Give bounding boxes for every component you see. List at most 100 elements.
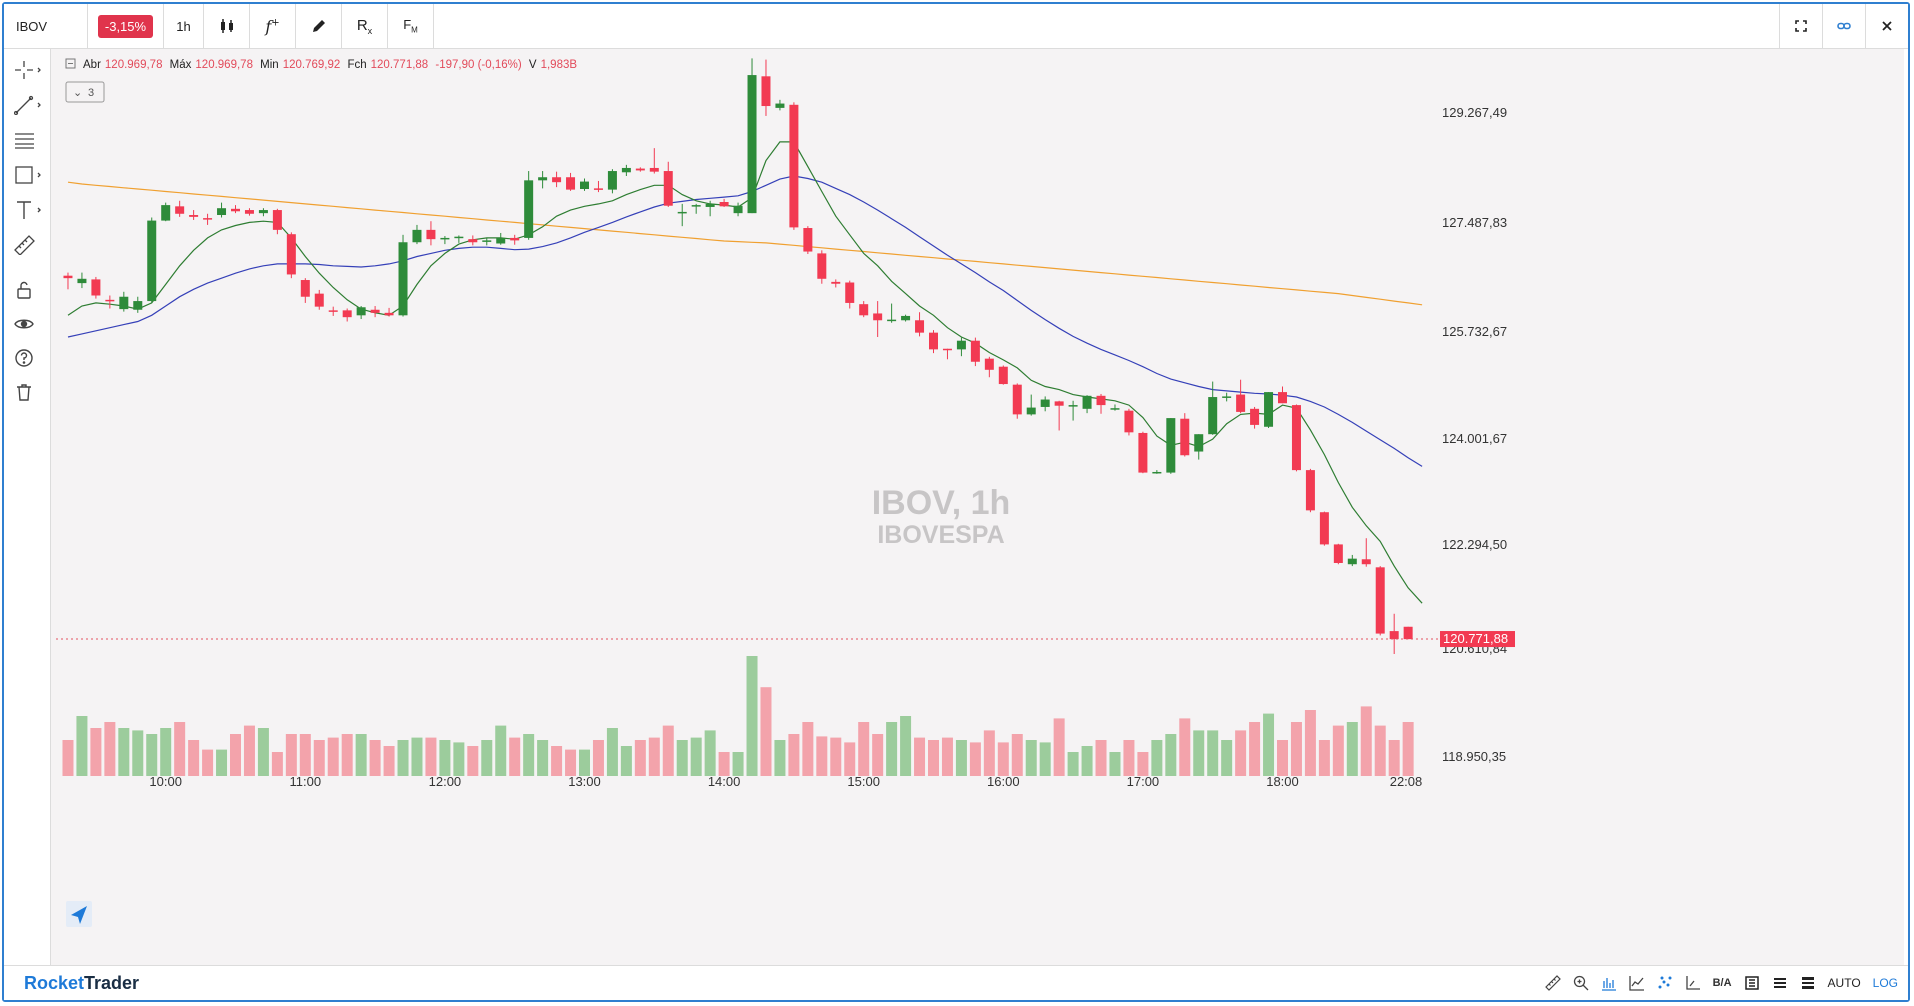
candle-body [1096, 395, 1106, 406]
scatter-icon[interactable] [1657, 975, 1673, 991]
timeframe-button[interactable]: 1h [164, 4, 204, 48]
volume-bar [1123, 740, 1135, 776]
volume-bar [174, 722, 186, 776]
candle-body [440, 237, 450, 240]
candle-body [1278, 392, 1287, 404]
volume-bar [1374, 725, 1386, 776]
volume-bar [802, 722, 814, 776]
candle-body [1208, 397, 1218, 435]
volume-bar [1235, 730, 1247, 776]
line-chart-icon[interactable] [1628, 975, 1645, 991]
candle-body [901, 315, 911, 321]
candle-body [1264, 392, 1274, 427]
candle-body [1110, 408, 1120, 410]
eye-icon[interactable] [14, 311, 44, 337]
chart-area[interactable]: Abr 120.969,78 Máx 120.969,78 Min 120.769,9… [51, 49, 1904, 967]
volume-bar [271, 752, 283, 776]
ruler-icon[interactable] [14, 232, 44, 258]
positions-icon[interactable] [1800, 975, 1816, 991]
trash-icon[interactable] [14, 379, 44, 405]
volume-bar [914, 737, 926, 776]
volume-bar [732, 752, 744, 776]
candle-body [161, 205, 171, 221]
parallel-lines-icon[interactable] [14, 127, 44, 153]
lock-icon[interactable] [14, 277, 44, 303]
close-icon[interactable] [1865, 4, 1908, 48]
rx-icon[interactable]: Rx [342, 4, 388, 48]
pencil-icon[interactable] [296, 4, 342, 48]
candles-icon[interactable] [204, 4, 250, 48]
volume-bar [118, 728, 130, 776]
x-axis-tick-label: 16:00 [987, 774, 1020, 789]
link-icon[interactable] [1822, 4, 1865, 48]
y-axis-tick-label: 118.950,35 [1442, 749, 1506, 764]
candle-body [189, 215, 199, 217]
volume-bar [1360, 706, 1372, 776]
volume-bar [1290, 722, 1302, 776]
x-axis-tick-label: 13:00 [568, 774, 601, 789]
orders-icon[interactable] [1772, 975, 1788, 991]
candle-body [1082, 395, 1092, 409]
x-axis-tick-label: 12:00 [429, 774, 462, 789]
axis-icon[interactable] [1685, 975, 1701, 991]
bid-ask-icon[interactable]: B/A [1712, 977, 1732, 989]
volume-bar [886, 722, 898, 776]
bar-chart-icon[interactable] [1601, 975, 1617, 991]
indicator-icon[interactable]: f+ [250, 4, 296, 48]
x-axis-tick-label: 18:00 [1266, 774, 1299, 789]
auto-scale-button[interactable]: AUTO [1827, 976, 1861, 990]
volume-bar [830, 737, 842, 776]
chart-svg[interactable]: Abr 120.969,78 Máx 120.969,78 Min 120.769,9… [51, 49, 1904, 967]
volume-bar [453, 742, 465, 776]
help-icon[interactable] [14, 345, 44, 371]
rectangle-icon[interactable] [14, 162, 44, 188]
volume-bar [1151, 740, 1163, 776]
volume-bar [565, 749, 577, 776]
candle-body [831, 281, 841, 284]
candle-body [1333, 544, 1343, 563]
fullscreen-icon[interactable] [1779, 4, 1822, 48]
status-bar: RocketTrader B/A AUTO LOG [4, 965, 1908, 1000]
candle-body [482, 240, 492, 242]
candle-body [733, 205, 743, 214]
zoom-icon[interactable] [1573, 975, 1589, 991]
line-tool-icon[interactable] [14, 92, 44, 118]
candle-body [691, 205, 701, 207]
candle-body [328, 310, 338, 312]
y-axis-tick-label: 127.487,83 [1442, 215, 1507, 230]
symbol-field[interactable]: IBOV [4, 4, 88, 48]
legend-collapse-icon[interactable] [65, 58, 76, 69]
volume-bar [1081, 746, 1093, 776]
text-tool-icon[interactable] [14, 197, 44, 223]
volume-bar [579, 749, 590, 776]
book-icon[interactable] [1744, 975, 1760, 991]
candle-body [1250, 408, 1260, 425]
candle-body [1138, 432, 1148, 473]
volume-bar [928, 740, 939, 776]
candle-body [1194, 434, 1204, 452]
candle-body [970, 340, 980, 362]
x-axis-tick-label: 14:00 [708, 774, 741, 789]
candle-body [244, 210, 254, 214]
candle-body [1222, 396, 1232, 398]
candle-body [649, 167, 659, 172]
candle-body [942, 348, 952, 351]
indicators-toggle-button[interactable] [65, 81, 105, 103]
volume-bar [62, 740, 74, 776]
volume-bar [313, 740, 325, 776]
candle-body [314, 293, 324, 307]
candle-body [258, 210, 268, 214]
crosshair-icon[interactable] [14, 57, 44, 83]
log-scale-button[interactable]: LOG [1872, 976, 1898, 990]
send-order-button[interactable] [66, 901, 92, 927]
volume-bar [1053, 718, 1065, 776]
volume-bar [132, 730, 144, 776]
fm-icon[interactable]: FM [388, 4, 434, 48]
volume-bar [523, 734, 535, 776]
volume-bar [202, 749, 214, 776]
candle-body [887, 319, 897, 322]
volume-bar [1025, 740, 1037, 776]
candle-body [1389, 631, 1399, 640]
ruler-small-icon[interactable] [1544, 975, 1561, 991]
